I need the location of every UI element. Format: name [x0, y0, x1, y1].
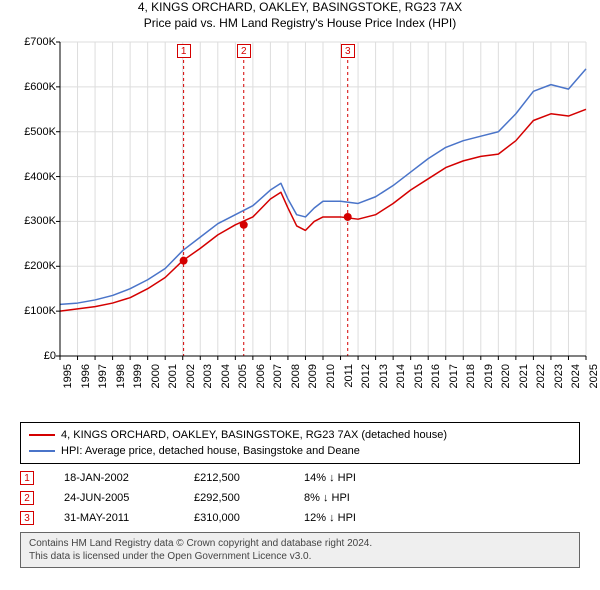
legend-item-property: 4, KINGS ORCHARD, OAKLEY, BASINGSTOKE, R…	[29, 427, 571, 443]
x-tick-label: 2018	[465, 364, 477, 394]
x-tick-label: 2010	[325, 364, 337, 394]
attribution-line: This data is licensed under the Open Gov…	[29, 550, 571, 563]
x-tick-label: 2006	[255, 364, 267, 394]
event-price: £212,500	[194, 472, 274, 484]
event-delta: 8% ↓ HPI	[304, 492, 350, 504]
x-tick-label: 2024	[570, 364, 582, 394]
legend-swatch	[29, 434, 55, 436]
x-tick-label: 2022	[535, 364, 547, 394]
x-tick-label: 2004	[220, 364, 232, 394]
x-tick-label: 1997	[97, 364, 109, 394]
event-price: £310,000	[194, 512, 274, 524]
event-delta: 14% ↓ HPI	[304, 472, 356, 484]
event-date: 18-JAN-2002	[64, 472, 164, 484]
chart-event-marker: 2	[237, 44, 251, 58]
event-row: 1 18-JAN-2002 £212,500 14% ↓ HPI	[20, 468, 580, 488]
y-tick-label: £500K	[12, 126, 56, 138]
x-tick-label: 2014	[395, 364, 407, 394]
event-marker-icon: 1	[20, 471, 34, 485]
x-tick-label: 2015	[413, 364, 425, 394]
x-tick-label: 1998	[115, 364, 127, 394]
x-tick-label: 2016	[430, 364, 442, 394]
x-tick-label: 2021	[518, 364, 530, 394]
x-tick-label: 1995	[62, 364, 74, 394]
legend-label: 4, KINGS ORCHARD, OAKLEY, BASINGSTOKE, R…	[61, 429, 447, 441]
x-tick-label: 2007	[272, 364, 284, 394]
chart-event-marker: 3	[341, 44, 355, 58]
event-marker-icon: 2	[20, 491, 34, 505]
events-table: 1 18-JAN-2002 £212,500 14% ↓ HPI 2 24-JU…	[20, 468, 580, 528]
y-tick-label: £700K	[12, 36, 56, 48]
x-tick-label: 2023	[553, 364, 565, 394]
y-tick-label: £0	[12, 350, 56, 362]
event-price: £292,500	[194, 492, 274, 504]
x-tick-label: 2000	[150, 364, 162, 394]
x-tick-label: 2001	[167, 364, 179, 394]
event-marker-icon: 3	[20, 511, 34, 525]
y-tick-label: £200K	[12, 260, 56, 272]
x-tick-label: 2025	[588, 364, 600, 394]
x-tick-label: 2013	[378, 364, 390, 394]
x-tick-label: 2019	[483, 364, 495, 394]
attribution: Contains HM Land Registry data © Crown c…	[20, 532, 580, 568]
x-tick-label: 2017	[448, 364, 460, 394]
x-tick-label: 2002	[185, 364, 197, 394]
chart-area: £0 £100K £200K £300K £400K £500K £600K £700K 19…	[10, 36, 590, 416]
y-tick-label: £400K	[12, 171, 56, 183]
legend-label: HPI: Average price, detached house, Basi…	[61, 445, 360, 457]
x-tick-label: 1996	[80, 364, 92, 394]
y-tick-label: £600K	[12, 81, 56, 93]
event-date: 31-MAY-2011	[64, 512, 164, 524]
legend-item-hpi: HPI: Average price, detached house, Basi…	[29, 443, 571, 459]
x-tick-label: 2009	[307, 364, 319, 394]
chart-event-marker: 1	[177, 44, 191, 58]
x-tick-label: 1999	[132, 364, 144, 394]
event-row: 3 31-MAY-2011 £310,000 12% ↓ HPI	[20, 508, 580, 528]
legend: 4, KINGS ORCHARD, OAKLEY, BASINGSTOKE, R…	[20, 422, 580, 464]
x-tick-label: 2020	[500, 364, 512, 394]
x-tick-label: 2008	[290, 364, 302, 394]
chart-subtitle: Price paid vs. HM Land Registry's House …	[0, 16, 600, 30]
event-date: 24-JUN-2005	[64, 492, 164, 504]
event-delta: 12% ↓ HPI	[304, 512, 356, 524]
x-tick-label: 2003	[202, 364, 214, 394]
x-tick-label: 2011	[343, 364, 355, 394]
event-row: 2 24-JUN-2005 £292,500 8% ↓ HPI	[20, 488, 580, 508]
x-tick-label: 2012	[360, 364, 372, 394]
x-tick-label: 2005	[237, 364, 249, 394]
chart-title: 4, KINGS ORCHARD, OAKLEY, BASINGSTOKE, R…	[0, 0, 600, 14]
attribution-line: Contains HM Land Registry data © Crown c…	[29, 537, 571, 550]
legend-swatch	[29, 450, 55, 452]
line-chart	[10, 36, 590, 416]
y-tick-label: £100K	[12, 305, 56, 317]
y-tick-label: £300K	[12, 215, 56, 227]
